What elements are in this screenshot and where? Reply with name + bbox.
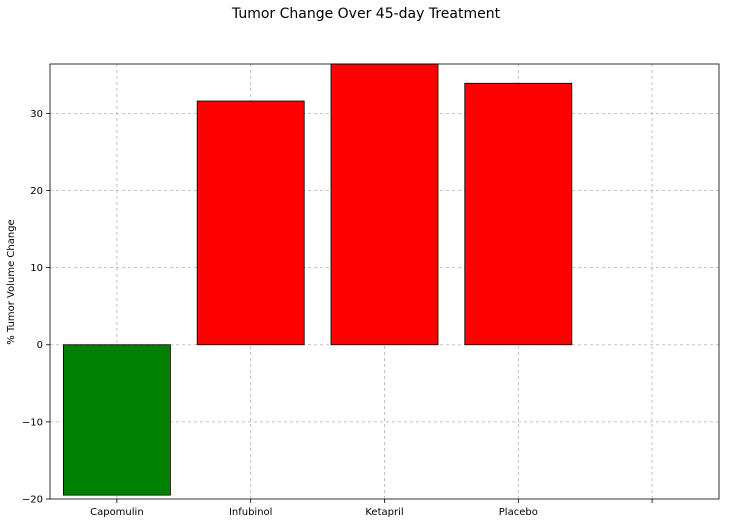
x-tick-label-placebo: Placebo	[499, 507, 538, 518]
y-tick-label: 0	[37, 340, 43, 351]
y-tick-label: 30	[30, 109, 43, 120]
x-tick-label-capomulin: Capomulin	[90, 507, 144, 518]
bar-capomulin	[62, 344, 171, 496]
y-tick-label: −20	[22, 495, 43, 506]
plot-area-frame	[49, 63, 720, 500]
x-tick-label-ketapril: Ketapril	[365, 507, 403, 518]
x-tick-label-infubinol: Infubinol	[229, 507, 273, 518]
chart-title: Tumor Change Over 45-day Treatment	[231, 6, 501, 22]
ticks: −20 −10 0 10 20 30 Capomulin Infubinol Ketapril P…	[22, 109, 653, 518]
y-tick-label: −10	[22, 417, 43, 428]
bar-infubinol	[196, 100, 305, 346]
y-axis-label: % Tumor Volume Change	[6, 219, 17, 344]
bar-placebo	[464, 82, 573, 346]
bars	[62, 63, 573, 496]
bar-ketapril	[330, 63, 439, 346]
y-tick-label: 10	[30, 263, 43, 274]
y-tick-label: 20	[30, 186, 43, 197]
